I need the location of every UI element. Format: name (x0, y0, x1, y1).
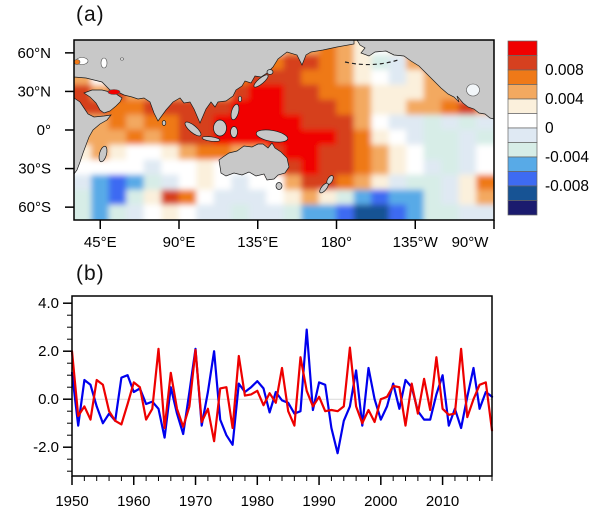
map-y-tick-label: 30°S (18, 161, 51, 178)
series-blue-line (70, 328, 494, 455)
map-x-tick-label: 90°E (163, 234, 196, 251)
colorbar-cell (507, 185, 538, 201)
timeseries-y-tick-label: 4.0 (38, 295, 59, 312)
map-x-tick-label: 135°E (237, 234, 278, 251)
map-x-tick-label: 135°W (393, 234, 439, 251)
colorbar-cell (507, 113, 538, 129)
map-x-tick-label: 180° (321, 234, 352, 251)
colorbar-tick-label: -0.008 (545, 178, 589, 195)
timeseries-x-tick-label: 1990 (302, 493, 335, 510)
colorbar-cell (507, 55, 538, 71)
map-y-tick-label: 0° (37, 122, 51, 139)
colorbar-cell (507, 40, 538, 56)
colorbar-tick-label: 0 (545, 120, 554, 137)
colorbar-tick-label: 0.008 (545, 62, 584, 79)
colorbar: 0.008 0.004 0 -0.004 -0.008 (507, 40, 589, 216)
colorbar-tick-label: 0.004 (545, 91, 584, 108)
colorbar-cell (507, 127, 538, 143)
timeseries-x-tick-label: 1950 (55, 493, 88, 510)
colorbar-cell (507, 69, 538, 85)
island-arc-dashes (344, 59, 399, 66)
map-x-tick-label: 45°E (84, 234, 117, 251)
timeseries-y-tick-label: -2.0 (33, 439, 59, 456)
colorbar-cell (507, 200, 538, 216)
colorbar-cell (507, 171, 538, 187)
timeseries-frame (71, 295, 493, 477)
colorbar-cell (507, 98, 538, 114)
panel-a-label: (a) (76, 3, 105, 26)
map-land (74, 40, 494, 194)
timeseries-x-tick-label: 1980 (241, 493, 274, 510)
map-axes: 60°N 30°N 0° 30°S 60°S 45°E 90°E 135°E 180° 135°W… (17, 45, 495, 251)
map-plot-area (73, 39, 495, 221)
colorbar-cell (507, 84, 538, 100)
timeseries-plot-area (70, 295, 494, 477)
series-red-line (70, 346, 494, 443)
timeseries-y-tick-label: 0.0 (38, 391, 59, 408)
colorbar-tick-label: -0.004 (545, 149, 589, 166)
colorbar-cell (507, 142, 538, 158)
panel-b-label: (b) (76, 262, 105, 285)
timeseries-panel: 4.0 2.0 0.0 -2.0 1950 1960 1970 1980 1990 2000 201… (33, 295, 494, 510)
map-lakes (74, 57, 480, 97)
timeseries-axes: 4.0 2.0 0.0 -2.0 1950 1960 1970 1980 1990 2000 201… (33, 295, 493, 510)
timeseries-y-tick-label: 2.0 (38, 343, 59, 360)
timeseries-x-tick-label: 2010 (426, 493, 459, 510)
map-y-tick-label: 30°N (17, 83, 51, 100)
map-y-tick-label: 60°N (17, 45, 51, 62)
map-panel: 60°N 30°N 0° 30°S 60°S 45°E 90°E 135°E 180° 135°W… (17, 39, 589, 251)
timeseries-x-tick-label: 2000 (364, 493, 397, 510)
map-y-tick-label: 60°S (18, 199, 51, 216)
map-x-tick-label: 90°W (452, 234, 490, 251)
timeseries-x-tick-label: 1960 (117, 493, 150, 510)
colorbar-cell (507, 156, 538, 172)
timeseries-x-tick-label: 1970 (179, 493, 212, 510)
